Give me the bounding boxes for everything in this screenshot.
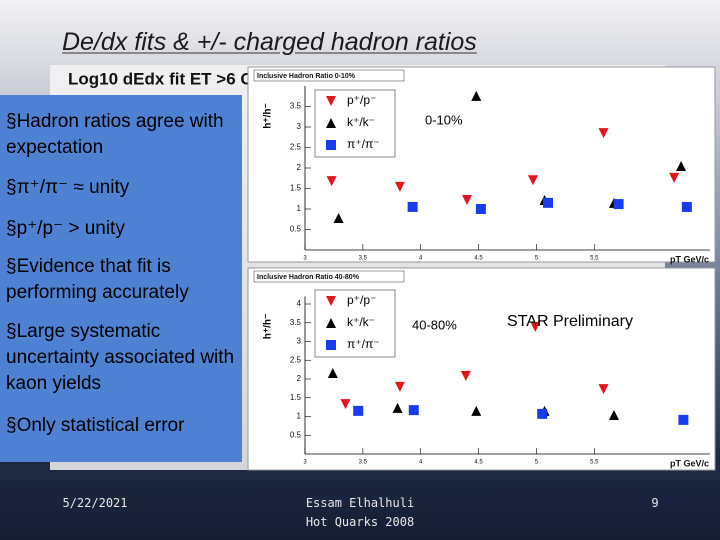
- y-tick-label: 1.5: [290, 393, 302, 402]
- x-tick-label: 5: [535, 460, 539, 466]
- data-point: [475, 204, 486, 214]
- y-tick-label: 2: [297, 374, 302, 383]
- bullet: π⁺/π⁻ ≈ unity: [6, 175, 238, 201]
- bullet: Evidence that fit is performing accurate…: [6, 254, 238, 306]
- data-point: [471, 405, 482, 416]
- y-tick-label: 0.5: [290, 430, 302, 439]
- x-tick-label: 3.5: [359, 256, 368, 262]
- y-axis-label: h⁺/h⁻: [263, 103, 274, 129]
- y-tick-label: 3.5: [290, 318, 302, 327]
- legend-label: k⁺/k⁻: [347, 315, 375, 329]
- legend-marker: [326, 318, 336, 328]
- bullet: Only statistical error: [6, 413, 238, 439]
- plot-label: 0-10%: [425, 112, 463, 127]
- y-tick-label: 2.5: [290, 355, 302, 364]
- data-point: [407, 201, 418, 212]
- y-tick-label: 1: [297, 204, 302, 213]
- footer-event: Hot Quarks 2008: [305, 515, 415, 529]
- footer-date: 5/22/2021: [62, 496, 128, 510]
- legend-label: p⁺/p⁻: [347, 293, 376, 307]
- y-tick-label: 3: [297, 122, 302, 131]
- legend-label: π⁺/π⁻: [347, 337, 380, 351]
- bullet: p⁺/p⁻ > unity: [6, 216, 238, 242]
- data-point: [471, 90, 482, 101]
- data-point: [353, 405, 364, 416]
- legend-label: π⁺/π⁻: [347, 137, 380, 151]
- data-point: [537, 408, 548, 419]
- plot-title-box: [253, 69, 405, 82]
- data-point: [678, 414, 689, 425]
- bullet: Hadron ratios agree with expectation: [6, 109, 238, 161]
- y-tick-label: 3.5: [290, 102, 302, 111]
- x-tick-label: 3: [303, 256, 307, 262]
- legend-label: k⁺/k⁻: [347, 115, 375, 129]
- data-point: [530, 321, 541, 332]
- data-point: [543, 197, 553, 208]
- background-plot-title: Log10 dEdx fit ET >6 G: [68, 69, 254, 88]
- x-axis-label: pT GeV/c: [670, 254, 709, 264]
- data-point: [462, 194, 472, 205]
- y-tick-label: 3: [297, 337, 302, 346]
- x-tick-label: 3: [303, 460, 307, 466]
- data-point: [340, 399, 351, 410]
- y-tick-label: 2.5: [290, 143, 302, 152]
- x-tick-label: 5.5: [590, 460, 599, 466]
- y-tick-label: 0.5: [290, 225, 302, 234]
- data-point: [527, 175, 538, 186]
- legend-marker: [326, 96, 336, 106]
- plot-title: Inclusive Hadron Ratio 0-10%: [257, 73, 356, 80]
- x-tick-label: 5: [535, 256, 539, 262]
- y-tick-label: 4: [297, 299, 302, 308]
- plot-label: 40-80%: [412, 317, 457, 332]
- legend-marker: [326, 296, 336, 306]
- data-point: [669, 172, 680, 183]
- footer-author: Essam Elhalhuli: [305, 496, 415, 510]
- x-axis-label: pT GeV/c: [670, 458, 709, 468]
- x-tick-label: 4: [419, 460, 423, 466]
- footer-page: 9: [651, 496, 659, 510]
- legend-label: p⁺/p⁻: [347, 93, 376, 107]
- data-point: [613, 199, 624, 210]
- y-tick-label: 1: [297, 412, 302, 421]
- data-point: [408, 405, 419, 416]
- legend-marker: [326, 340, 336, 350]
- x-tick-label: 5.5: [590, 256, 599, 262]
- annotation: STAR Preliminary: [507, 313, 633, 330]
- data-point: [608, 410, 619, 420]
- data-point: [676, 160, 687, 171]
- data-point: [394, 381, 405, 392]
- data-point: [394, 181, 405, 192]
- plot-title-box: [253, 270, 405, 283]
- x-tick-label: 4.5: [474, 256, 483, 262]
- y-tick-label: 2: [297, 163, 302, 172]
- x-tick-label: 4.5: [474, 460, 483, 466]
- legend-marker: [326, 140, 336, 150]
- data-point: [392, 402, 403, 413]
- plot-title: Inclusive Hadron Ratio 40-80%: [257, 274, 360, 281]
- data-point: [460, 371, 471, 381]
- data-point: [598, 128, 609, 139]
- bullet: Large systematic uncertainty associated …: [6, 319, 238, 397]
- data-point: [327, 368, 338, 378]
- y-axis-label: h⁺/h⁻: [263, 314, 274, 340]
- bullet-box: Hadron ratios agree with expectation π⁺/…: [0, 95, 242, 462]
- x-tick-label: 4: [419, 256, 423, 262]
- data-point: [598, 384, 609, 395]
- data-point: [681, 201, 692, 212]
- data-point: [326, 176, 337, 187]
- y-tick-label: 1.5: [290, 184, 302, 193]
- slide-title: De/dx fits & +/- charged hadron ratios: [62, 28, 477, 56]
- x-tick-label: 3.5: [359, 460, 368, 466]
- data-point: [333, 213, 344, 224]
- legend-marker: [326, 118, 336, 128]
